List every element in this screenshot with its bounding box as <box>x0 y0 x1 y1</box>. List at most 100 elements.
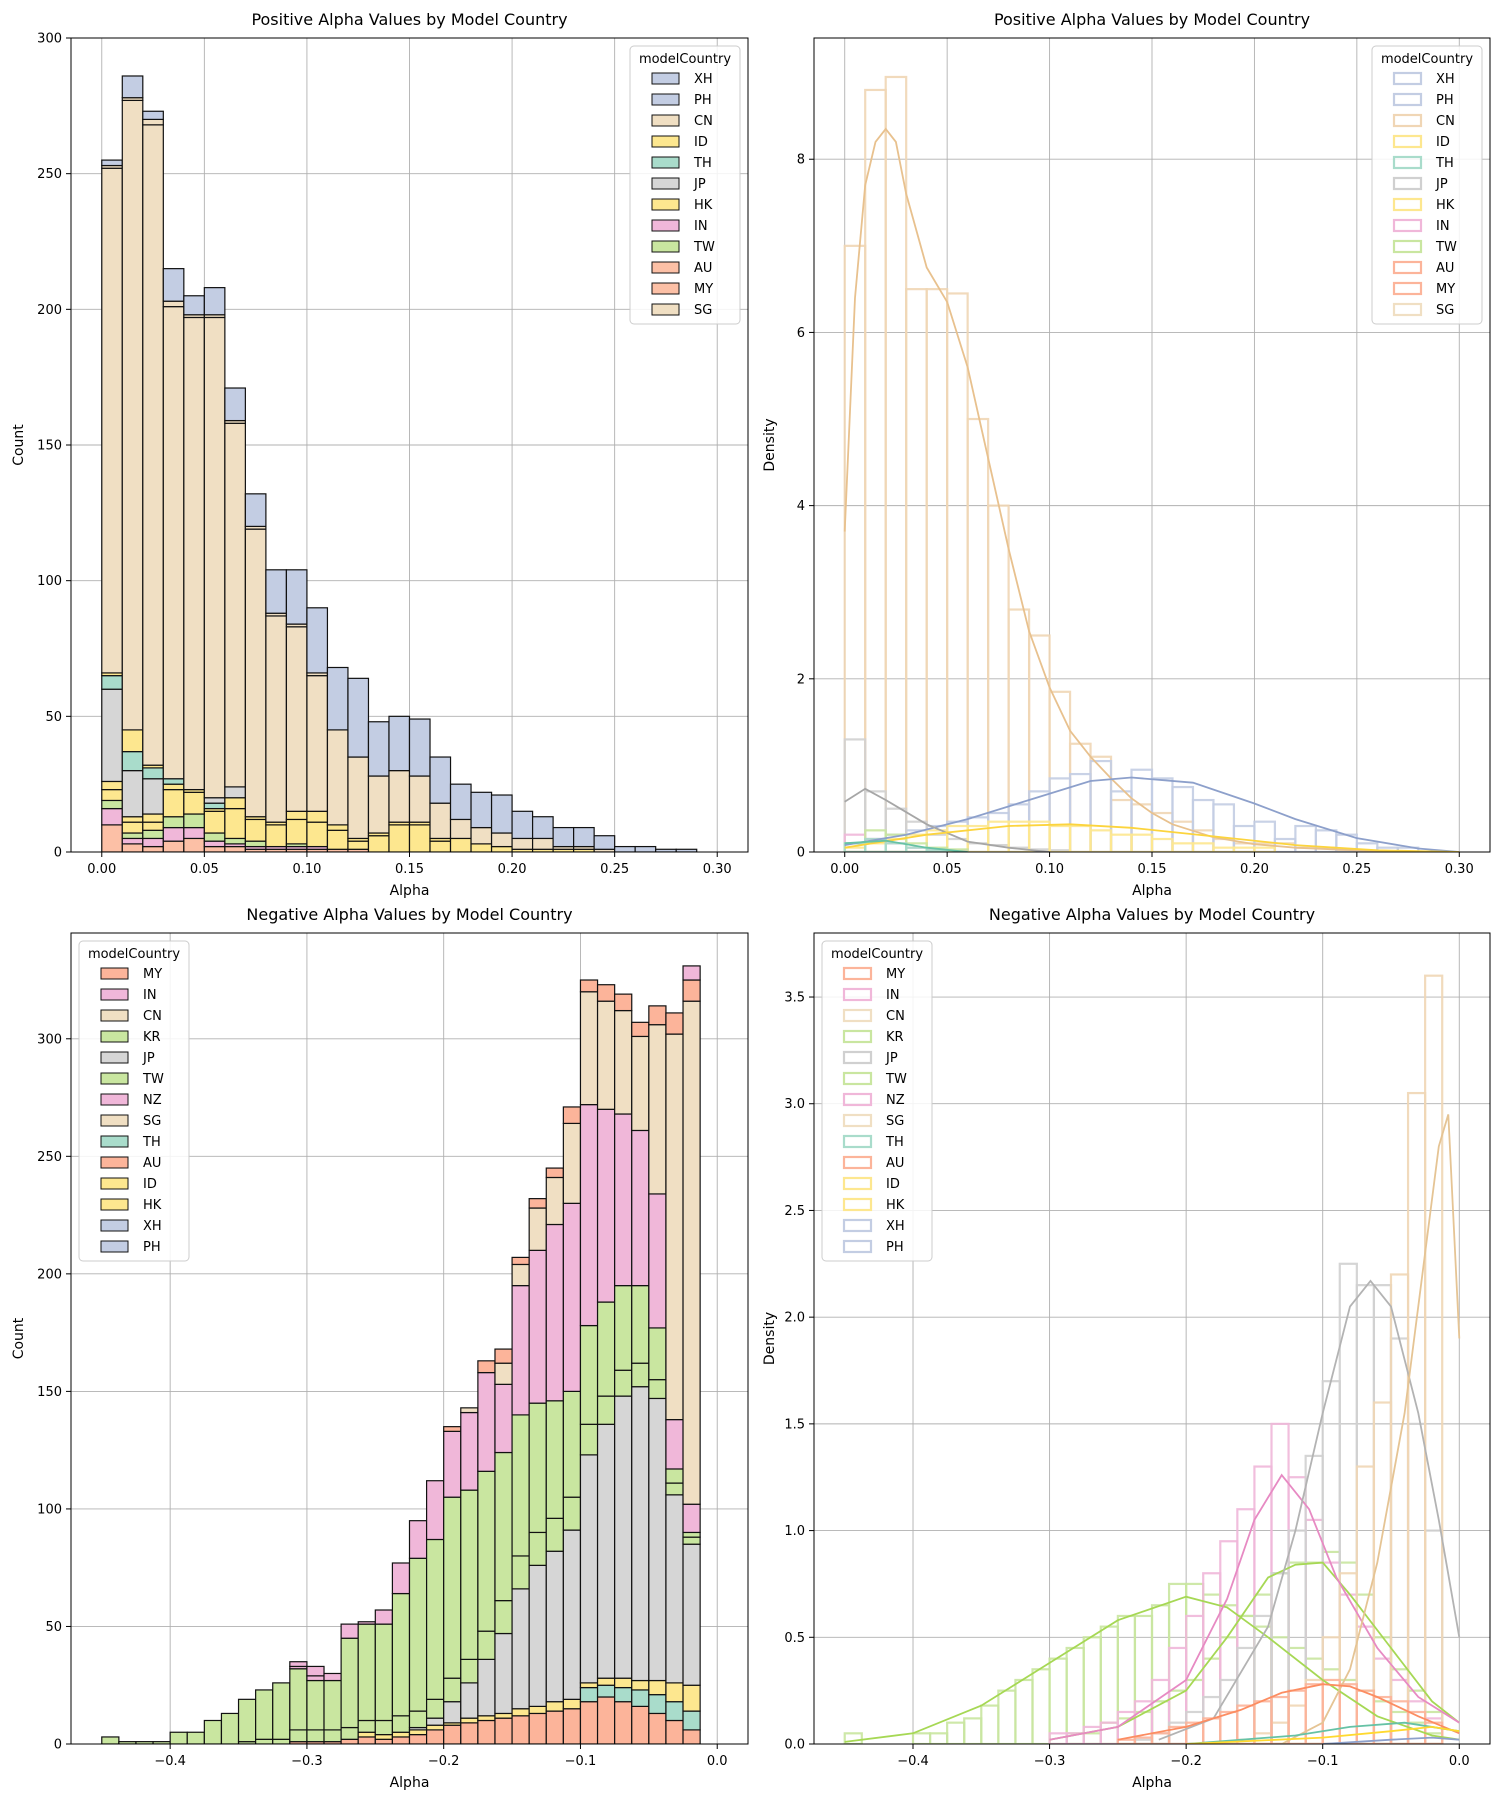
histogram-bar-segment <box>323 1672 342 1682</box>
legend-label: AU <box>886 1156 904 1171</box>
histogram-bar-segment <box>289 1668 308 1731</box>
histogram-bar-segment <box>142 110 164 121</box>
histogram-bar-segment <box>203 832 226 842</box>
legend-label: IN <box>143 988 157 1003</box>
legend-swatch <box>100 1009 129 1022</box>
histogram-bar-segment <box>388 715 411 772</box>
histogram-bar-segment <box>224 387 246 422</box>
histogram-bar-segment <box>477 1371 496 1472</box>
legend-label: CN <box>1436 114 1455 129</box>
histogram-bar-segment <box>340 1637 359 1729</box>
histogram-bar-segment <box>682 1000 701 1505</box>
chart-title: Negative Alpha Values by Model Country <box>989 905 1315 924</box>
legend-swatch <box>842 1050 873 1065</box>
histogram-bar-segment <box>562 1390 582 1498</box>
x-tick-label: 0.00 <box>87 862 116 877</box>
legend-label: KR <box>886 1030 904 1045</box>
histogram-bar-segment <box>552 826 575 848</box>
density-bar-kr <box>997 1689 1017 1744</box>
histogram-bar-segment <box>511 1555 530 1590</box>
histogram-bar-segment <box>425 1729 445 1744</box>
y-tick-label: 4 <box>797 499 805 514</box>
density-bar-kr <box>1048 1657 1068 1744</box>
histogram-bar-segment <box>470 826 493 845</box>
histogram-bar-segment <box>579 1701 599 1744</box>
histogram-bar-segment <box>306 810 329 823</box>
y-axis-label: Count <box>11 424 27 466</box>
histogram-bar-segment <box>631 1689 650 1707</box>
histogram-bar-segment <box>665 1033 684 1421</box>
histogram-bar-segment <box>326 729 349 826</box>
histogram-bar-segment <box>648 1024 667 1195</box>
legend-swatch <box>842 966 873 981</box>
histogram-bar-segment <box>596 1684 616 1698</box>
histogram-bar-segment <box>528 1207 547 1251</box>
histogram-bar-segment <box>562 1202 582 1392</box>
histogram-bar-segment <box>326 666 349 731</box>
histogram-bar-segment <box>340 1726 359 1740</box>
legend-label: XH <box>1436 72 1455 87</box>
histogram-bar-segment <box>244 493 267 527</box>
density-bar-id <box>1130 833 1154 852</box>
kde-curve-tw <box>1049 1561 1460 1741</box>
legend-label: AU <box>143 1156 161 1171</box>
histogram-bar-segment <box>665 1418 684 1470</box>
histogram-bar-segment <box>374 1733 394 1740</box>
legend-label: XH <box>694 72 713 87</box>
density-bar-kr <box>1031 1668 1051 1744</box>
y-tick-label: 3.5 <box>784 991 805 1006</box>
histogram-bar-segment <box>545 1400 564 1519</box>
x-tick-label: −0.3 <box>291 1754 323 1769</box>
legend-frame <box>78 940 190 1262</box>
legend-swatch <box>842 1176 873 1191</box>
legend-label: TH <box>693 156 712 171</box>
histogram-bar-segment <box>648 1005 667 1026</box>
density-bar-cn <box>1406 1091 1427 1744</box>
histogram-bar-segment <box>391 1731 411 1738</box>
histogram-bar-segment <box>425 1480 445 1541</box>
kde-curve-jp <box>844 787 1050 852</box>
histogram-bar-segment <box>121 843 144 852</box>
legend-swatch <box>100 1219 129 1232</box>
histogram-bar-segment <box>562 1106 582 1125</box>
legend-swatch <box>100 967 129 980</box>
y-tick-label: 0 <box>54 846 62 861</box>
histogram-bar-segment <box>121 75 144 99</box>
x-tick-label: 0.20 <box>498 862 527 877</box>
histogram-bar-segment <box>244 840 267 848</box>
histogram-bar-segment <box>306 821 329 848</box>
histogram-bar-segment <box>203 845 226 852</box>
legend-swatch <box>842 1071 873 1086</box>
histogram-bar-segment <box>142 829 164 840</box>
histogram-bar-segment <box>579 1104 599 1327</box>
legend-label: CN <box>886 1009 905 1024</box>
density-bar-jp <box>1304 1454 1324 1744</box>
y-tick-label: 100 <box>37 1502 62 1517</box>
x-axis-label: Alpha <box>390 883 430 899</box>
histogram-bar-segment <box>511 1285 530 1416</box>
histogram-bar-segment <box>101 675 123 690</box>
legend-label: PH <box>694 93 712 108</box>
legend-swatch <box>842 1197 873 1212</box>
histogram-bar-segment <box>203 1719 223 1744</box>
histogram-bar-segment <box>443 1426 462 1432</box>
histogram-bar-segment <box>460 1717 479 1724</box>
histogram-bar-segment <box>648 1379 667 1400</box>
density-bar-jp <box>1355 1284 1376 1744</box>
histogram-bar-segment <box>101 788 123 802</box>
histogram-bar-segment <box>374 1738 394 1744</box>
histogram-bar-segment <box>579 1423 599 1456</box>
histogram-bar-segment <box>425 1698 445 1719</box>
histogram-bar-segment <box>224 422 246 788</box>
histogram-bar-segment <box>347 756 370 840</box>
histogram-bar-segment <box>443 1701 462 1724</box>
histogram-bar-segment <box>579 1324 599 1425</box>
kde-curve-id <box>844 823 1460 852</box>
histogram-bar-segment <box>511 1263 530 1287</box>
legend-label: TW <box>1435 240 1457 255</box>
density-bar-jp <box>1372 1284 1393 1744</box>
legend-swatch <box>1392 302 1423 317</box>
histogram-bar-segment <box>265 569 288 614</box>
histogram-bar-segment <box>285 810 308 821</box>
histogram-bar-segment <box>648 1679 667 1696</box>
